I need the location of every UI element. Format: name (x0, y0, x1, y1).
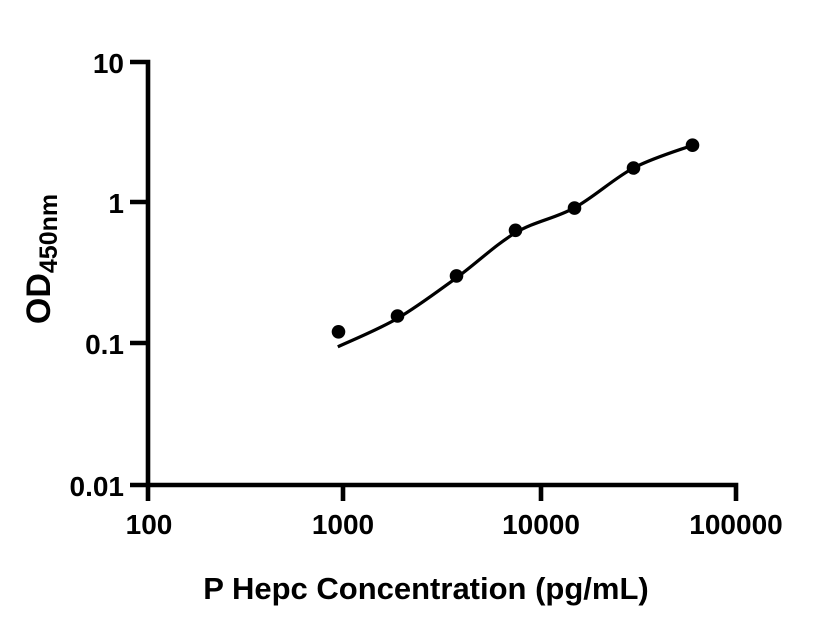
y-tick-labels: 10 1 0.1 0.01 (70, 48, 125, 502)
y-tick-label-1: 1 (108, 188, 124, 219)
y-tick-label-0.1: 0.1 (85, 329, 124, 360)
plot-series (331, 138, 700, 349)
y-axis-title-main: OD (20, 273, 58, 324)
data-point-5 (567, 201, 582, 215)
data-point-4 (508, 223, 523, 238)
data-point-3 (449, 269, 464, 283)
y-axis-title: OD450nm (20, 194, 63, 324)
x-axis-title: P Hepc Concentration (pg/mL) (203, 571, 649, 606)
data-point-2 (390, 309, 405, 323)
x-tick-label-100: 100 (126, 509, 173, 540)
x-tick-label-1000: 1000 (312, 509, 374, 540)
data-point-1 (331, 325, 346, 339)
y-axis-line (130, 59, 151, 501)
x-axis-ticks (340, 485, 544, 501)
y-axis-ticks (130, 199, 148, 488)
x-tick-label-100000: 100000 (689, 509, 782, 540)
x-axis-line (146, 482, 739, 501)
x-tick-labels: 100 1000 10000 100000 (126, 509, 783, 540)
axes (130, 59, 739, 501)
data-point-7 (685, 138, 700, 152)
y-tick-label-0.01: 0.01 (70, 471, 125, 502)
y-axis-title-subscript: 450nm (35, 194, 63, 273)
data-point-6 (626, 161, 641, 175)
x-tick-label-10000: 10000 (502, 509, 580, 540)
y-tick-label-10: 10 (93, 48, 124, 79)
